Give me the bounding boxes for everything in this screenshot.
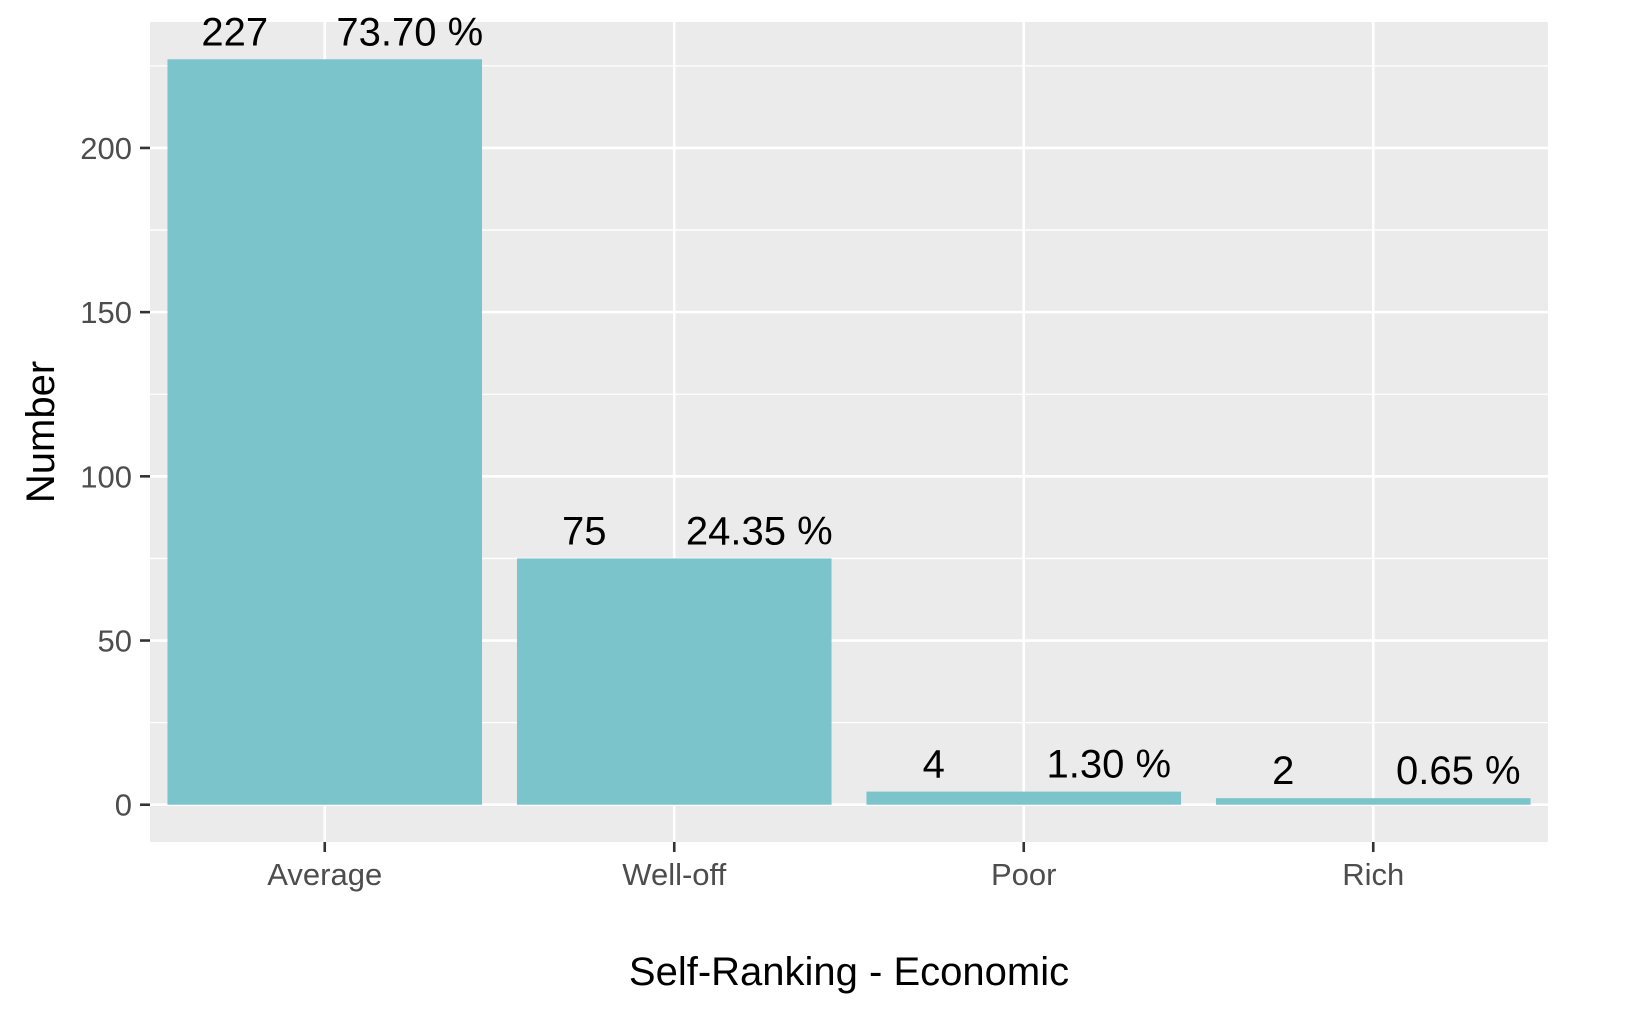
y-axis-title: Number bbox=[19, 361, 63, 503]
x-tick-label: Poor bbox=[991, 857, 1056, 892]
bars bbox=[167, 59, 1531, 805]
bar-well-off bbox=[516, 558, 832, 805]
x-tick-label: Well-off bbox=[622, 857, 726, 892]
y-tick-label: 200 bbox=[80, 131, 132, 166]
y-tick-label: 0 bbox=[115, 788, 132, 823]
percent-label: 0.65 % bbox=[1396, 749, 1521, 793]
count-label: 4 bbox=[923, 743, 945, 787]
x-axis: Average Well-off Poor Rich bbox=[267, 842, 1404, 892]
y-axis: 0 50 100 150 200 bbox=[80, 131, 150, 823]
percent-label: 1.30 % bbox=[1046, 743, 1171, 787]
y-tick-label: 50 bbox=[98, 624, 132, 659]
data-labels: 227 73.70 % 75 24.35 % 4 1.30 % 2 0.65 % bbox=[201, 10, 1520, 793]
bar-poor bbox=[866, 791, 1182, 805]
percent-label: 24.35 % bbox=[686, 509, 833, 553]
x-tick-label: Rich bbox=[1342, 857, 1404, 892]
x-tick-label: Average bbox=[267, 857, 382, 892]
bar-rich bbox=[1215, 798, 1531, 805]
y-tick-label: 150 bbox=[80, 295, 132, 330]
percent-label: 73.70 % bbox=[336, 10, 483, 54]
bar-average bbox=[167, 59, 483, 805]
count-label: 2 bbox=[1272, 749, 1294, 793]
y-tick-label: 100 bbox=[80, 459, 132, 494]
x-axis-title: Self-Ranking - Economic bbox=[629, 950, 1069, 994]
count-label: 75 bbox=[562, 509, 607, 553]
count-label: 227 bbox=[201, 10, 268, 54]
